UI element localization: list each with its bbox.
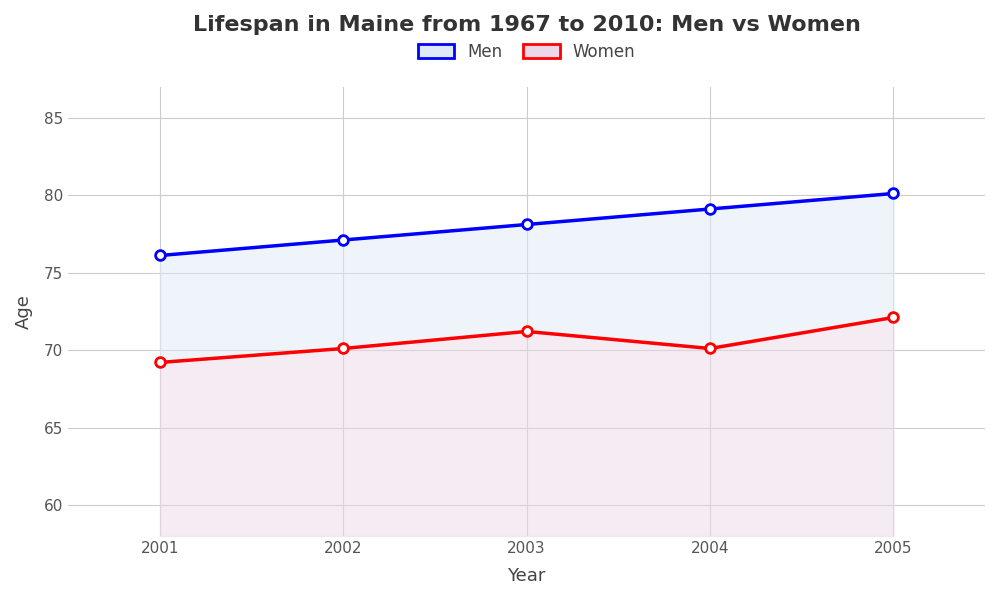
Title: Lifespan in Maine from 1967 to 2010: Men vs Women: Lifespan in Maine from 1967 to 2010: Men…: [193, 15, 861, 35]
Legend: Men, Women: Men, Women: [411, 37, 642, 68]
X-axis label: Year: Year: [507, 567, 546, 585]
Y-axis label: Age: Age: [15, 294, 33, 329]
